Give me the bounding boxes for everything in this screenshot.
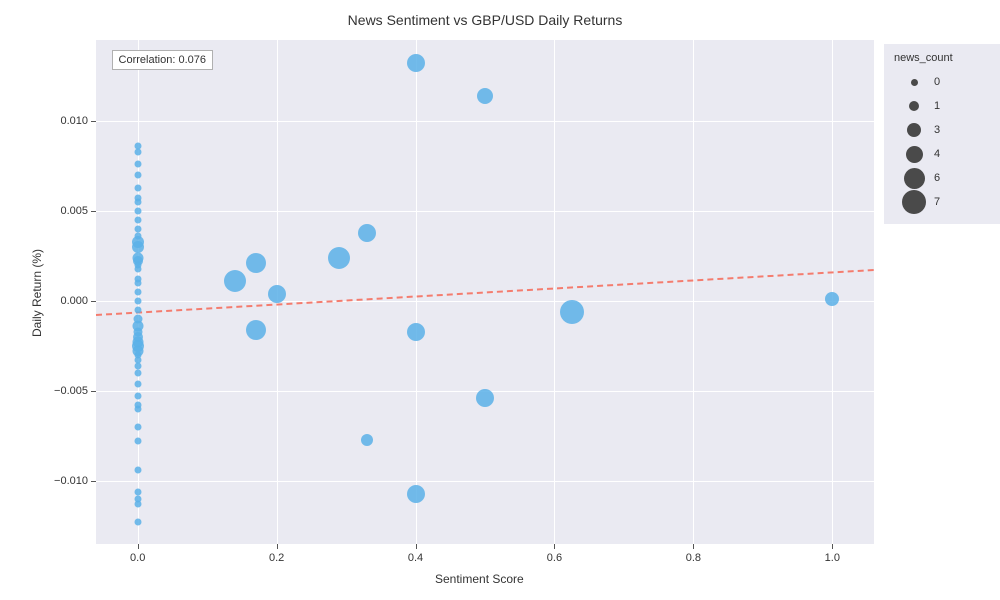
- y-tick-label: 0.010: [44, 115, 88, 127]
- legend-item: 4: [894, 142, 1000, 166]
- data-point: [825, 292, 839, 306]
- legend-item: 6: [894, 166, 1000, 190]
- data-point: [407, 54, 425, 72]
- legend-marker-icon: [902, 190, 926, 214]
- data-point: [134, 148, 141, 155]
- data-point: [224, 270, 246, 292]
- data-point: [134, 217, 141, 224]
- y-axis-label: Daily Return (%): [30, 249, 44, 337]
- legend-marker-icon: [909, 101, 919, 111]
- y-tick-label: −0.005: [44, 385, 88, 397]
- data-point: [134, 362, 141, 369]
- data-point: [134, 172, 141, 179]
- data-point: [134, 161, 141, 168]
- data-point: [268, 285, 286, 303]
- legend-label: 1: [934, 100, 940, 112]
- x-axis-label: Sentiment Score: [435, 572, 524, 586]
- data-point: [134, 280, 141, 287]
- legend-item: 0: [894, 70, 1000, 94]
- data-point: [134, 380, 141, 387]
- data-point: [134, 393, 141, 400]
- data-point: [407, 323, 425, 341]
- data-point: [477, 88, 493, 104]
- y-tick-label: 0.005: [44, 205, 88, 217]
- scatter-chart: News Sentiment vs GBP/USD Daily Returns …: [0, 0, 1000, 600]
- x-tick-label: 0.4: [408, 552, 423, 564]
- legend-marker-icon: [907, 123, 921, 137]
- correlation-annotation: Correlation: 0.076: [112, 50, 213, 70]
- data-point: [560, 300, 584, 324]
- data-point: [134, 208, 141, 215]
- legend-marker-icon: [911, 79, 918, 86]
- x-tick-label: 0.8: [686, 552, 701, 564]
- plot-area: [96, 40, 874, 544]
- x-tick-label: 0.0: [130, 552, 145, 564]
- data-point: [134, 501, 141, 508]
- data-point: [134, 370, 141, 377]
- chart-title: News Sentiment vs GBP/USD Daily Returns: [96, 12, 874, 28]
- data-point: [328, 247, 350, 269]
- data-point: [134, 467, 141, 474]
- legend-marker-icon: [906, 146, 923, 163]
- data-point: [361, 434, 373, 446]
- data-point: [476, 389, 494, 407]
- data-point: [134, 265, 141, 272]
- data-point: [134, 289, 141, 296]
- y-tick-label: −0.010: [44, 475, 88, 487]
- data-point: [358, 224, 376, 242]
- data-point: [407, 485, 425, 503]
- legend-item: 1: [894, 94, 1000, 118]
- legend-title: news_count: [894, 52, 1000, 64]
- data-point: [134, 199, 141, 206]
- trend-line: [96, 269, 874, 316]
- x-tick-label: 0.2: [269, 552, 284, 564]
- legend-label: 7: [934, 196, 940, 208]
- legend-marker-icon: [904, 168, 925, 189]
- legend-item: 7: [894, 190, 1000, 214]
- data-point: [134, 488, 141, 495]
- data-point: [132, 241, 144, 253]
- legend-label: 4: [934, 148, 940, 160]
- x-tick-label: 1.0: [825, 552, 840, 564]
- data-point: [246, 253, 266, 273]
- data-point: [134, 424, 141, 431]
- data-point: [134, 226, 141, 233]
- data-point: [246, 320, 266, 340]
- x-tick-label: 0.6: [547, 552, 562, 564]
- data-point: [134, 184, 141, 191]
- y-tick-label: 0.000: [44, 295, 88, 307]
- legend-label: 0: [934, 76, 940, 88]
- legend-label: 3: [934, 124, 940, 136]
- legend-item: 3: [894, 118, 1000, 142]
- data-point: [134, 519, 141, 526]
- data-point: [134, 406, 141, 413]
- data-point: [134, 307, 141, 314]
- size-legend: news_count 0 1 3 4 6 7: [884, 44, 1000, 224]
- legend-label: 6: [934, 172, 940, 184]
- data-point: [134, 438, 141, 445]
- data-point: [134, 298, 141, 305]
